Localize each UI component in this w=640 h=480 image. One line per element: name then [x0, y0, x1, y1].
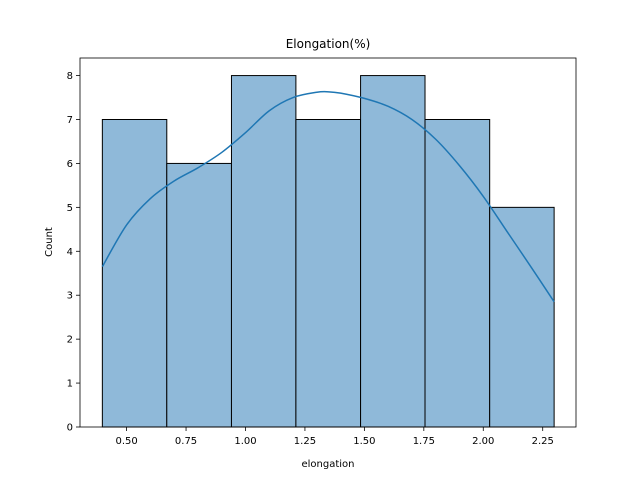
x-axis: 0.50 0.75 1.00 1.25 1.50 1.75 2.00 2.25: [115, 427, 554, 447]
x-tick-label: 1.50: [353, 436, 375, 447]
histogram-bar-5: [360, 75, 426, 428]
y-tick-label: 4: [67, 247, 73, 258]
plot-frame: [79, 57, 577, 428]
kde-curve: [101, 90, 555, 303]
y-tick-label: 3: [67, 291, 73, 302]
x-tick-label: 2.00: [472, 436, 494, 447]
x-tick-label: 1.75: [413, 436, 435, 447]
y-tick-label: 5: [67, 203, 73, 214]
y-tick-label: 0: [67, 423, 73, 434]
x-tick-label: 0.50: [115, 436, 137, 447]
y-tick-label: 2: [67, 335, 73, 346]
histogram-bar-6: [424, 119, 491, 428]
y-tick-label: 8: [67, 71, 73, 82]
chart-title: Elongation(%): [286, 37, 371, 51]
y-axis-label: Count: [44, 227, 55, 257]
histogram-bar-2: [166, 162, 232, 428]
y-tick-label: 1: [67, 379, 73, 390]
histogram-bar-4: [295, 119, 362, 428]
y-axis: 0 1 2 3 4 5 6 7 8: [67, 71, 80, 434]
y-tick-label: 6: [67, 159, 73, 170]
x-axis-label: elongation: [301, 459, 354, 470]
x-tick-label: 1.25: [294, 436, 316, 447]
histogram-bars: [101, 75, 555, 428]
histogram-bar-1: [101, 119, 168, 428]
histogram-bar-7: [489, 206, 555, 428]
x-tick-label: 0.75: [175, 436, 197, 447]
x-tick-label: 2.25: [532, 436, 554, 447]
histogram-bar-3: [230, 75, 297, 428]
y-tick-label: 7: [67, 115, 73, 126]
x-tick-label: 1.00: [234, 436, 256, 447]
